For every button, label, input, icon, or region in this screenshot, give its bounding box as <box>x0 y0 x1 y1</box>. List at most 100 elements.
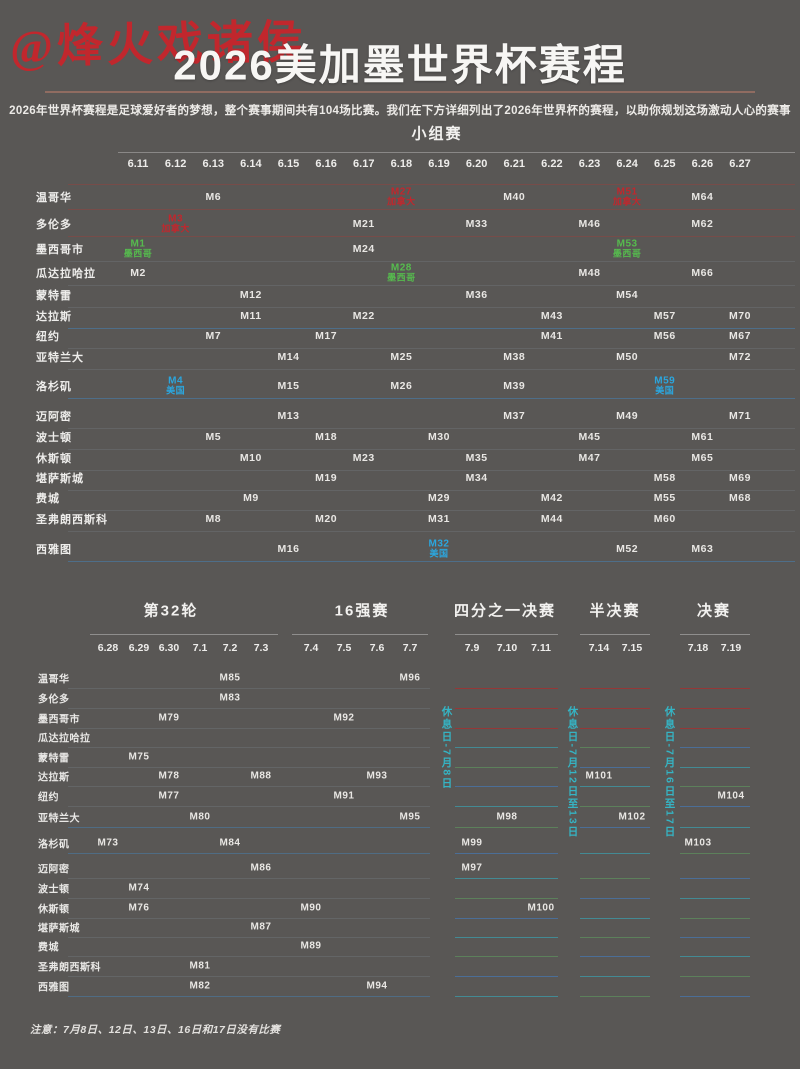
knockout-date-label: 7.4 <box>303 642 319 654</box>
match-label: M101 <box>585 770 613 782</box>
knockout-row-separator <box>68 956 430 957</box>
bracket-row-line <box>580 827 650 828</box>
row-separator <box>68 261 795 262</box>
match-label: M14 <box>277 351 300 363</box>
city-label: 多伦多 <box>36 219 72 231</box>
match-label: M23 <box>352 452 375 464</box>
match-label: M15 <box>277 380 300 392</box>
match-label: M26 <box>390 380 413 392</box>
match-number: M1 <box>130 238 146 250</box>
match-label: M37 <box>503 410 526 422</box>
knockout-date-label: 7.19 <box>720 642 742 654</box>
knockout-row-separator <box>68 996 430 997</box>
bracket-row-line <box>455 767 558 768</box>
knockout-date-label: 7.1 <box>192 642 208 654</box>
bracket-row-line <box>580 918 650 919</box>
match-label: M67 <box>729 330 751 342</box>
row-separator <box>68 307 795 308</box>
match-label: M22 <box>352 310 375 322</box>
group-date-label: 6.21 <box>503 158 525 170</box>
stage-title: 16强赛 <box>334 602 390 620</box>
match-label: M60 <box>653 513 676 525</box>
match-label: M43 <box>540 310 563 322</box>
match-label: M38 <box>503 351 526 363</box>
match-label: M69 <box>729 472 751 484</box>
match-label: M7 <box>205 330 222 342</box>
knockout-date-label: 7.9 <box>464 642 480 654</box>
match-label: M41 <box>540 330 563 342</box>
match-host-country: 墨西哥 <box>612 248 642 259</box>
city-label: 休斯顿 <box>36 453 72 465</box>
match-label: M13 <box>277 410 300 422</box>
match-label: M92 <box>333 712 355 724</box>
knockout-date-label: 7.7 <box>402 642 418 654</box>
match-label: M48 <box>578 267 601 279</box>
match-label: M39 <box>503 380 526 392</box>
match-label: M27 加拿大 <box>387 187 416 208</box>
match-label: M63 <box>691 543 714 555</box>
match-host-country: 加拿大 <box>161 223 190 234</box>
row-separator <box>68 236 795 237</box>
match-label: M31 <box>428 513 450 525</box>
match-label: M73 <box>97 837 119 849</box>
row-separator <box>68 449 795 450</box>
match-label: M82 <box>189 980 211 992</box>
city-label: 瓜达拉哈拉 <box>36 268 96 280</box>
match-label: M46 <box>578 218 601 230</box>
bracket-row-line <box>580 937 650 938</box>
match-label: M89 <box>300 940 322 952</box>
group-date-label: 6.13 <box>202 158 224 170</box>
subtitle: 2026年世界杯赛程是足球爱好者的梦想，整个赛事期间共有104场比赛。我们在下方… <box>9 105 791 117</box>
knockout-row-separator <box>68 688 430 689</box>
group-date-label: 6.11 <box>127 158 149 170</box>
match-label: M78 <box>158 770 180 782</box>
city-label: 亚特兰大 <box>36 352 84 364</box>
bracket-row-line <box>680 898 750 899</box>
match-label: M95 <box>399 811 421 823</box>
group-date-label: 6.12 <box>164 158 187 170</box>
knockout-date-label: 7.14 <box>588 642 610 654</box>
match-label: M52 <box>616 543 639 555</box>
bracket-row-line <box>680 688 750 689</box>
knockout-city-label: 蒙特雷 <box>38 753 70 765</box>
match-label: M59 美国 <box>654 376 675 397</box>
match-label: M18 <box>315 431 338 443</box>
group-date-label: 6.17 <box>353 158 375 170</box>
match-host-country: 美国 <box>429 548 449 559</box>
match-label: M64 <box>691 191 714 203</box>
bracket-row-line <box>680 767 750 768</box>
group-stage-title: 小组赛 <box>411 125 463 143</box>
match-label: M1 墨西哥 <box>124 239 153 260</box>
bracket-row-line <box>680 976 750 977</box>
match-label: M32 美国 <box>429 539 450 560</box>
match-label: M72 <box>729 351 751 363</box>
match-host-country: 加拿大 <box>387 196 416 207</box>
stage-title: 四分之一决赛 <box>453 602 557 620</box>
match-label: M24 <box>352 243 375 255</box>
match-label: M66 <box>691 267 714 279</box>
match-label: M104 <box>717 790 745 802</box>
match-label: M12 <box>239 289 262 301</box>
match-label: M65 <box>691 452 714 464</box>
knockout-row-separator <box>68 853 430 854</box>
match-label: M5 <box>205 431 222 443</box>
match-label: M102 <box>618 811 646 823</box>
match-label: M21 <box>352 218 375 230</box>
bracket-row-line <box>580 898 650 899</box>
city-label: 圣弗朗西斯科 <box>36 514 108 526</box>
footnote: 注意：7月8日、12日、13日、16日和17日没有比赛 <box>30 1024 281 1036</box>
row-separator <box>68 328 795 329</box>
match-host-country: 墨西哥 <box>387 272 416 283</box>
bracket-row-line <box>680 747 750 748</box>
bracket-row-line <box>580 786 650 787</box>
match-label: M17 <box>315 330 338 342</box>
match-label: M96 <box>399 672 421 684</box>
match-number: M59 <box>654 375 676 387</box>
bracket-row-line <box>455 878 558 879</box>
match-label: M58 <box>653 472 676 484</box>
group-date-label: 6.24 <box>616 158 638 170</box>
knockout-date-label: 7.6 <box>369 642 385 654</box>
bracket-row-line <box>580 747 650 748</box>
knockout-city-label: 波士顿 <box>38 884 70 896</box>
